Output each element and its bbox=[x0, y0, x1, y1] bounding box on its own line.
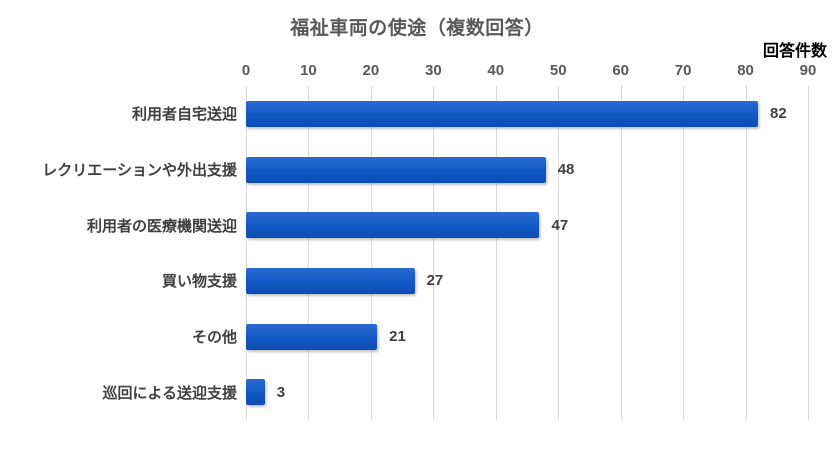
bar-track: 48 bbox=[246, 142, 808, 198]
value-label: 27 bbox=[426, 272, 444, 290]
bar-row: 買い物支援 27 bbox=[0, 253, 840, 309]
value-label: 47 bbox=[551, 216, 569, 234]
bar-row: 利用者の医療機関送迎 47 bbox=[0, 197, 840, 253]
gridline bbox=[683, 86, 685, 420]
x-axis-tick-label: 30 bbox=[424, 62, 442, 79]
value-label: 21 bbox=[389, 328, 406, 346]
bar bbox=[246, 267, 415, 294]
bar-rows: 利用者自宅送迎 82 レクリエーションや外出支援 48 利用者の医療機関送迎 47 買い物支… bbox=[0, 86, 840, 420]
gridline bbox=[745, 86, 747, 420]
bar-track: 82 bbox=[246, 86, 808, 142]
bar-row: 利用者自宅送迎 82 bbox=[0, 86, 840, 142]
category-label: レクリエーションや外出支援 bbox=[42, 162, 237, 179]
bar-row: 巡回による送迎支援 3 bbox=[0, 364, 840, 420]
x-axis-tick-label: 40 bbox=[487, 62, 505, 79]
category-label: 買い物支援 bbox=[161, 273, 237, 291]
category-label: 利用者の医療機関送迎 bbox=[86, 217, 237, 235]
bar bbox=[246, 323, 378, 350]
value-label: 82 bbox=[770, 105, 787, 123]
gridline bbox=[433, 86, 435, 420]
gridline bbox=[495, 86, 497, 420]
bar bbox=[246, 379, 265, 406]
bar bbox=[246, 100, 759, 127]
gridline bbox=[308, 86, 310, 420]
bar-track: 27 bbox=[246, 253, 808, 309]
bar-track: 21 bbox=[246, 309, 808, 365]
x-axis-tick-label: 90 bbox=[799, 62, 817, 79]
bar-row: その他 21 bbox=[0, 309, 840, 365]
gridline bbox=[370, 86, 372, 420]
axis-unit-label: 回答件数 bbox=[762, 43, 827, 60]
chart-title: 福祉車両の使途（複数回答） bbox=[290, 18, 544, 39]
value-label: 48 bbox=[557, 161, 575, 178]
bar-track: 47 bbox=[246, 197, 808, 253]
x-axis-tick-label: 20 bbox=[362, 62, 380, 79]
gridline bbox=[246, 86, 247, 420]
x-axis-tick-label: 70 bbox=[674, 62, 692, 79]
x-axis-tick-label: 10 bbox=[300, 62, 317, 79]
value-label: 3 bbox=[276, 383, 286, 401]
gridline bbox=[620, 86, 622, 420]
gridline bbox=[808, 86, 809, 420]
x-axis-tick-label: 80 bbox=[737, 62, 754, 79]
category-label: 巡回による送迎支援 bbox=[102, 384, 237, 402]
gridline bbox=[558, 86, 560, 420]
bar-track: 3 bbox=[246, 364, 808, 420]
x-axis-tick-label: 60 bbox=[612, 62, 629, 79]
bar-row: レクリエーションや外出支援 48 bbox=[0, 142, 840, 198]
category-label: その他 bbox=[191, 329, 237, 347]
plot-area bbox=[246, 86, 809, 420]
x-axis-tick-label: 0 bbox=[241, 62, 251, 79]
bar bbox=[246, 212, 540, 239]
bar bbox=[246, 156, 546, 183]
category-label: 利用者自宅送迎 bbox=[131, 106, 237, 124]
x-axis-tick-label: 50 bbox=[549, 62, 567, 79]
